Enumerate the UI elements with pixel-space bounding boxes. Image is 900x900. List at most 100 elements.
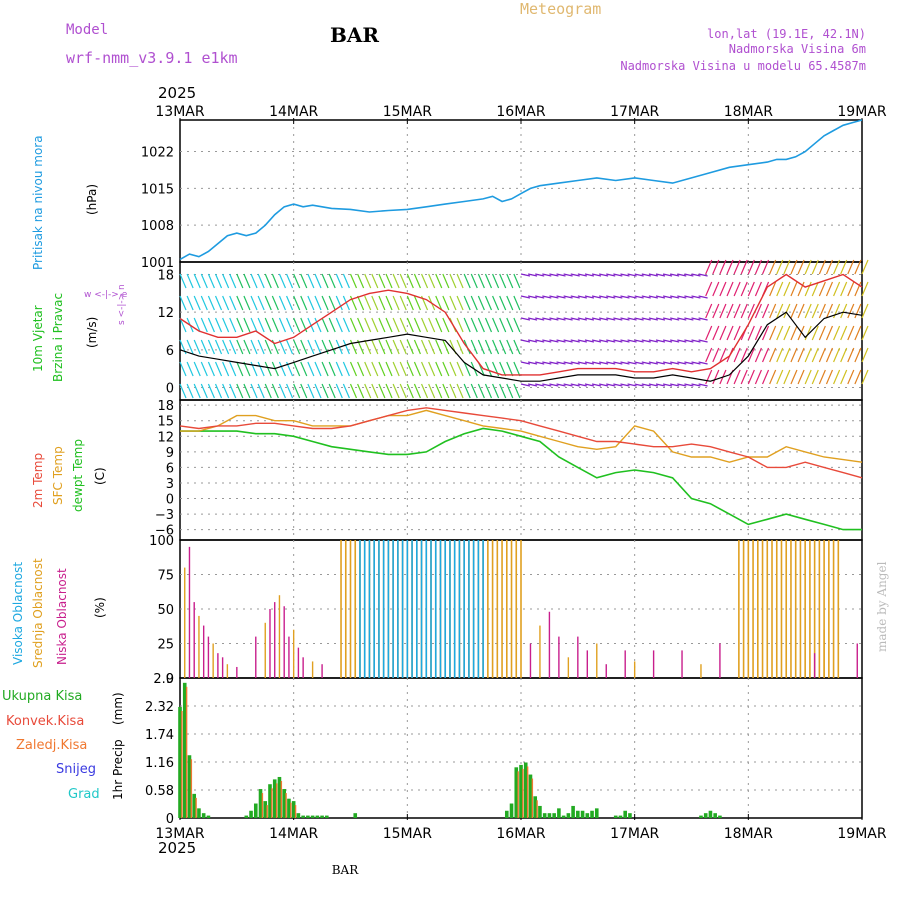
wind-barb — [314, 295, 322, 311]
wind-barb — [776, 259, 784, 275]
wind-barb — [769, 259, 777, 275]
wind-barb — [677, 295, 687, 299]
wind-barb — [833, 281, 841, 297]
wind-barb — [463, 383, 471, 399]
wind-barb — [520, 383, 531, 387]
wind-barb — [229, 339, 237, 355]
wind-barb — [840, 369, 848, 385]
wind-barb — [684, 339, 694, 343]
wind-barb — [613, 339, 623, 343]
wind-barb — [200, 361, 208, 377]
precip-bar — [268, 784, 272, 818]
wind-barb — [556, 361, 566, 365]
time-tick-label-top: 15MAR — [383, 104, 432, 120]
wind-barb — [691, 383, 701, 387]
wind-barb — [499, 317, 507, 333]
wind-barb — [364, 317, 372, 333]
wind-barb — [535, 273, 545, 277]
wind-barb — [620, 317, 630, 321]
wind-barb — [662, 383, 673, 387]
precip-bar — [566, 813, 571, 818]
wind-barb — [648, 295, 659, 299]
wind-barb — [286, 317, 294, 333]
time-tick-label-bottom: 14MAR — [269, 826, 318, 842]
wind-barb — [811, 303, 819, 319]
wind-barb — [769, 281, 777, 297]
wind-barb — [733, 259, 741, 275]
station-title: BAR — [330, 23, 379, 47]
wind-barb — [229, 361, 237, 377]
wind-barb — [769, 369, 777, 385]
wind-barb — [506, 317, 514, 333]
wind-barb — [357, 295, 365, 311]
wind-barb — [861, 259, 869, 275]
wind-barb — [606, 383, 616, 387]
wind-barb — [549, 339, 559, 343]
wind-barb — [307, 361, 315, 377]
wind-barb — [442, 361, 450, 377]
wind-barb — [456, 383, 464, 399]
wind-barb — [378, 383, 386, 399]
wind-barb — [250, 361, 258, 377]
precip-bar — [547, 813, 552, 818]
model-name: wrf-nmm_v3.9.1 e1km — [66, 49, 238, 67]
wind-barb — [214, 361, 223, 377]
precip-bar — [580, 810, 585, 818]
wind-barb — [243, 317, 251, 333]
wind-barb — [584, 383, 595, 387]
wind-barb — [342, 339, 350, 355]
wind-barb — [691, 317, 701, 321]
precip-bar — [538, 805, 542, 818]
wind-barb — [314, 273, 322, 289]
wind-barb — [477, 317, 485, 333]
lonlat-text: lon,lat (19.1E, 42.1N) — [707, 27, 866, 41]
wind-barb — [677, 339, 687, 343]
wind-barb — [684, 317, 694, 321]
wind-barb — [257, 317, 265, 333]
y-tick-label: 0 — [166, 493, 174, 508]
wind-barb — [556, 383, 566, 387]
wind-barb — [349, 339, 358, 355]
wind-compass-ew: w <-|-> e — [84, 290, 128, 300]
cloud-label-1: Visoka Oblacnost — [11, 562, 25, 665]
wind-barb — [371, 317, 379, 333]
wind-barb — [606, 339, 616, 343]
wind-barb — [513, 361, 521, 377]
wind-barb — [733, 325, 741, 341]
wind-barb — [470, 317, 478, 333]
time-tick-label-top: 16MAR — [496, 104, 545, 120]
wind-barb — [535, 295, 545, 299]
wind-barb — [599, 317, 609, 321]
time-tick-label-top: 19MAR — [837, 104, 886, 120]
wind-barb — [606, 295, 616, 299]
wind-barb — [207, 383, 215, 399]
wind-barb — [726, 325, 734, 341]
wind-barb — [428, 339, 436, 355]
wind-barb — [264, 361, 272, 377]
precip-bar — [528, 774, 533, 818]
wind-barb — [684, 383, 694, 387]
wind-barb — [392, 361, 400, 377]
precip-bar — [258, 789, 263, 818]
wind-barb — [399, 361, 407, 377]
time-tick-label-bottom: 17MAR — [610, 826, 659, 842]
wind-barb — [549, 383, 559, 387]
wind-barb — [186, 339, 194, 355]
wind-barb — [186, 383, 194, 399]
wind-barb — [542, 383, 552, 387]
wind-barb — [783, 303, 791, 319]
wind-barb — [250, 273, 258, 289]
wind-barb — [825, 281, 834, 297]
wind-barb — [761, 369, 770, 385]
precip-bar-frz — [290, 802, 292, 818]
wind-barb — [506, 273, 514, 289]
time-tick-label-bottom: 15MAR — [383, 826, 432, 842]
wind-barb — [754, 259, 762, 275]
wind-barb — [328, 383, 336, 399]
wind-barb — [797, 369, 805, 385]
wind-barb — [584, 361, 595, 365]
wind-barb — [200, 273, 208, 289]
time-tick-label-bottom: 19MAR — [837, 826, 886, 842]
precip-bar — [187, 755, 192, 818]
wind-barb — [364, 273, 372, 289]
